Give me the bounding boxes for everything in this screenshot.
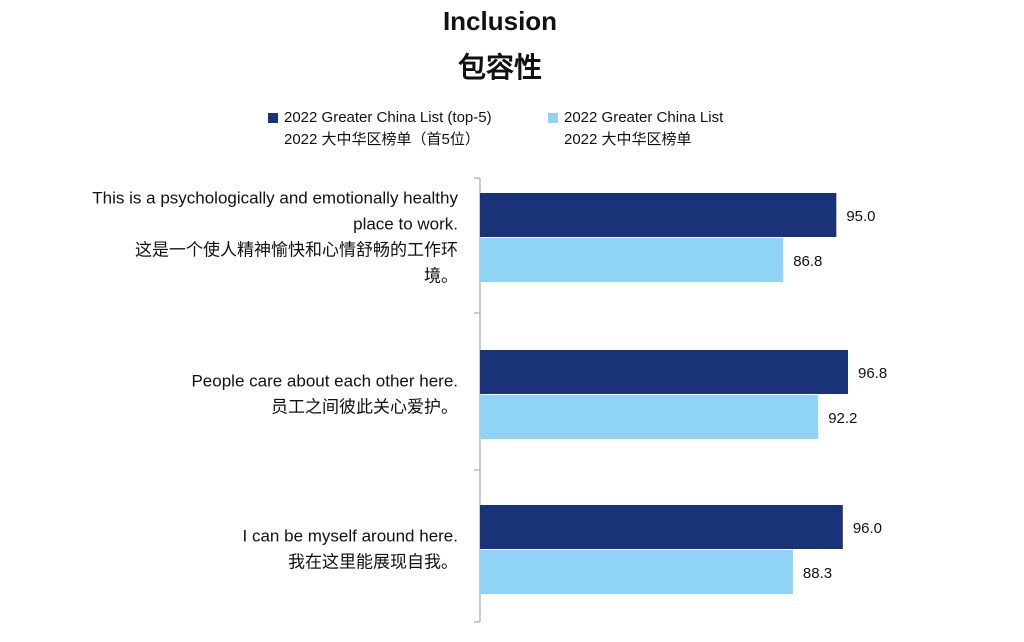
data-label: 92.2 (828, 410, 857, 427)
bar-top5-2 (480, 350, 848, 394)
category-label: 境。 (424, 267, 458, 286)
bar-list-1 (480, 238, 784, 282)
category-label: place to work. (353, 215, 458, 234)
bar-list-3 (480, 550, 793, 594)
category-label: 员工之间彼此关心爱护。 (271, 398, 458, 417)
data-label: 86.8 (793, 253, 822, 270)
category-label: This is a psychologically and emotionall… (92, 189, 458, 208)
chart-title: Inclusion (442, 6, 558, 36)
bar-list-2 (480, 395, 819, 439)
category-label: 我在这里能展现自我。 (288, 553, 458, 572)
data-label: 95.0 (846, 208, 875, 225)
category-label: People care about each other here. (191, 372, 458, 391)
category-label: I can be myself around here. (243, 527, 458, 546)
data-label: 96.8 (858, 365, 887, 382)
bar-top5-3 (480, 505, 843, 549)
chart-title-cn: 包容性 (457, 52, 542, 83)
legend-label-top5: 2022 Greater China List (top-5) 2022 大中华… (284, 109, 492, 148)
legend-label-list: 2022 Greater China List 2022 大中华区榜单 (564, 109, 724, 148)
legend-swatch-list (548, 113, 558, 123)
bar-top5-1 (480, 193, 837, 237)
category-label: 这是一个使人精神愉快和心情舒畅的工作环 (135, 240, 458, 260)
legend-swatch-top5 (268, 113, 278, 123)
data-label: 96.0 (853, 520, 882, 537)
data-label: 88.3 (803, 565, 832, 582)
